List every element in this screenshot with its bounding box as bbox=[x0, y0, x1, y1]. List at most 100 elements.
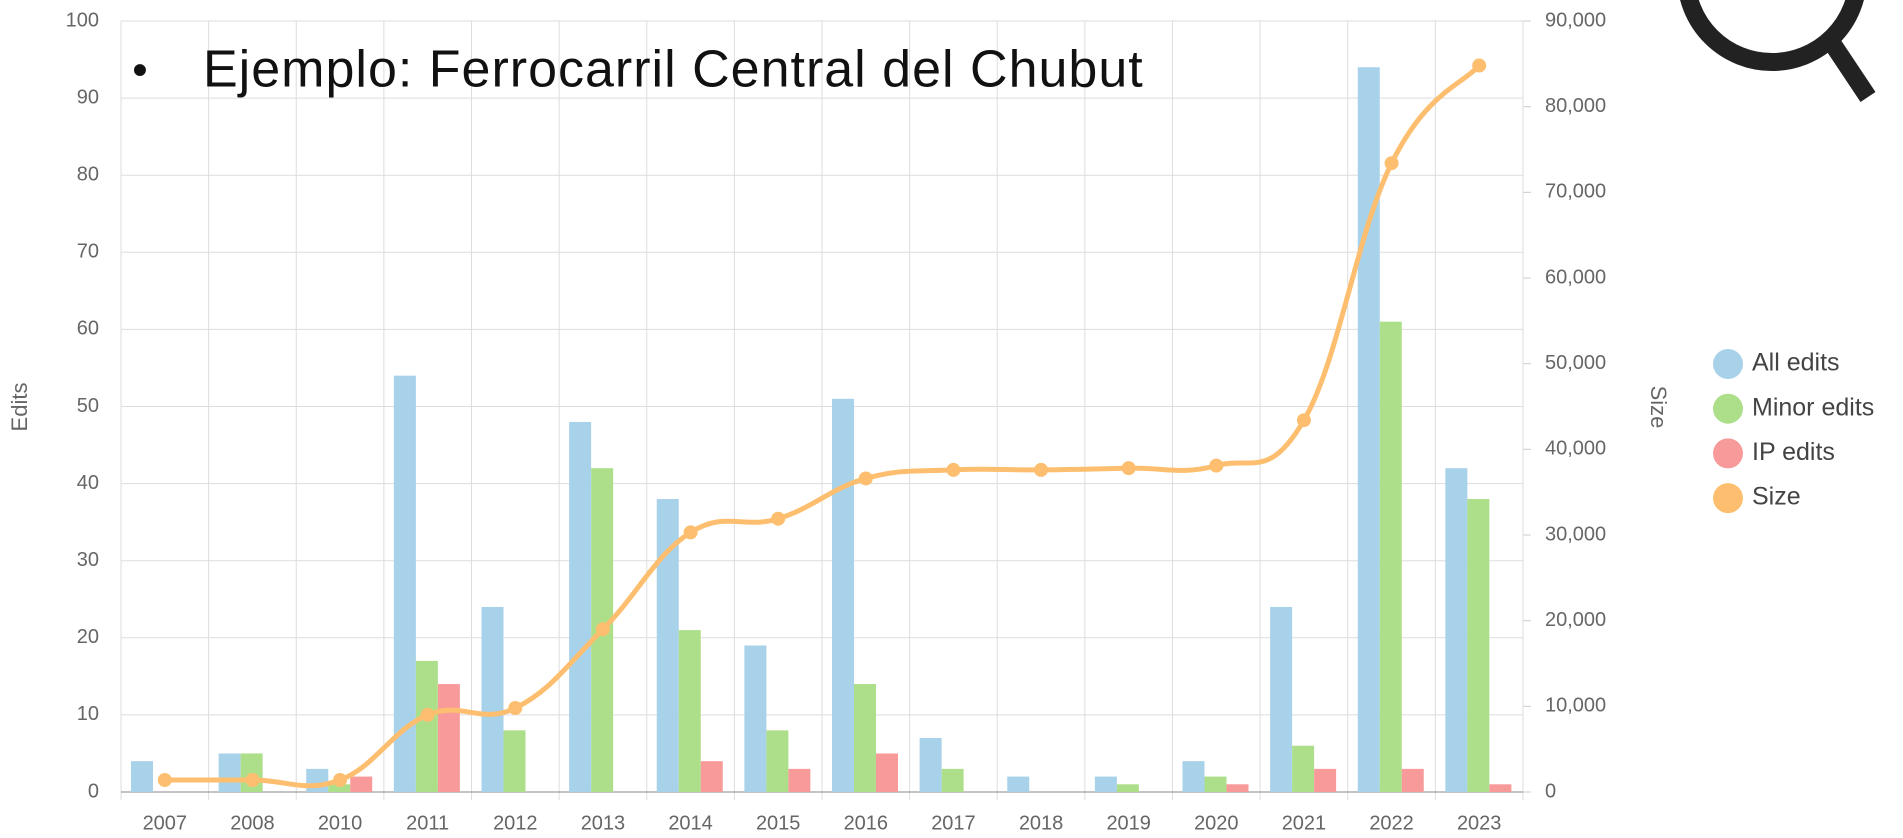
y2-tick-label: 80,000 bbox=[1545, 95, 1606, 117]
legend-label: Minor edits bbox=[1752, 393, 1874, 421]
y-tick-label: 50 bbox=[77, 395, 99, 417]
y2-tick-label: 10,000 bbox=[1545, 695, 1606, 717]
y-tick-label: 20 bbox=[77, 626, 99, 648]
size-point bbox=[1034, 462, 1049, 477]
bar bbox=[1116, 784, 1139, 792]
x-tick-label: 2020 bbox=[1194, 812, 1239, 834]
bar bbox=[350, 776, 373, 792]
y-tick-label: 100 bbox=[66, 9, 99, 31]
bar bbox=[1226, 784, 1249, 792]
x-tick-label: 2012 bbox=[493, 812, 538, 834]
bar bbox=[1357, 67, 1380, 792]
bar bbox=[437, 684, 460, 792]
bar bbox=[481, 606, 504, 792]
magnifier-handle bbox=[1822, 35, 1876, 102]
size-point bbox=[1121, 461, 1136, 476]
x-tick-label: 2018 bbox=[1019, 812, 1064, 834]
x-tick-label: 2019 bbox=[1106, 812, 1151, 834]
bar bbox=[306, 768, 329, 792]
x-tick-label: 2007 bbox=[143, 812, 188, 834]
bar bbox=[656, 499, 679, 792]
bar bbox=[1445, 468, 1468, 792]
size-point bbox=[1209, 458, 1224, 473]
legend-label: All edits bbox=[1752, 349, 1840, 377]
bar bbox=[1489, 784, 1512, 792]
legend-label: Size bbox=[1752, 483, 1801, 511]
bar bbox=[876, 753, 898, 792]
size-point bbox=[1384, 156, 1399, 171]
bar bbox=[788, 768, 811, 792]
y2-tick-label: 50,000 bbox=[1545, 352, 1606, 374]
y-tick-label: 70 bbox=[77, 241, 99, 263]
bar bbox=[328, 784, 351, 792]
x-tick-label: 2013 bbox=[581, 812, 626, 834]
x-tick-label: 2010 bbox=[318, 812, 363, 834]
y-tick-label: 90 bbox=[77, 86, 99, 108]
x-tick-label: 2022 bbox=[1369, 812, 1414, 834]
size-point bbox=[683, 525, 698, 540]
bar bbox=[1314, 768, 1337, 792]
size-point bbox=[157, 773, 172, 788]
bar bbox=[1401, 768, 1424, 792]
x-tick-label: 2017 bbox=[931, 812, 976, 834]
size-point bbox=[858, 471, 873, 486]
x-tick-label: 2011 bbox=[406, 812, 449, 834]
y2-tick-label: 20,000 bbox=[1545, 609, 1606, 631]
bar bbox=[744, 645, 767, 792]
y-tick-label: 40 bbox=[77, 472, 99, 494]
bar bbox=[1379, 321, 1402, 792]
legend-swatch bbox=[1713, 483, 1743, 514]
y-tick-label: 0 bbox=[88, 780, 99, 802]
x-tick-label: 2016 bbox=[844, 812, 889, 834]
bar bbox=[766, 730, 789, 792]
legend-swatch bbox=[1713, 349, 1743, 379]
bar bbox=[1467, 499, 1490, 792]
heading: Ejemplo: Ferrocarril Central del Chubut bbox=[203, 41, 1144, 99]
y-tick-label: 60 bbox=[77, 318, 99, 340]
bullet: • bbox=[132, 46, 147, 95]
bar bbox=[131, 761, 153, 792]
bar bbox=[1182, 761, 1205, 792]
bar bbox=[832, 398, 854, 792]
size-point bbox=[946, 462, 961, 477]
y-tick-label: 10 bbox=[77, 703, 99, 725]
size-point bbox=[420, 707, 435, 722]
bar bbox=[941, 768, 964, 792]
size-point bbox=[1472, 58, 1487, 73]
x-tick-label: 2015 bbox=[756, 812, 801, 834]
size-point bbox=[245, 773, 260, 788]
y2-tick-label: 0 bbox=[1545, 780, 1556, 802]
bar bbox=[1204, 776, 1227, 792]
bar bbox=[415, 660, 438, 792]
bar bbox=[1270, 606, 1293, 792]
x-tick-label: 2023 bbox=[1457, 812, 1502, 834]
y-axis-label: Edits bbox=[7, 383, 32, 432]
size-point bbox=[1296, 413, 1311, 428]
bar bbox=[393, 375, 416, 792]
legend-swatch bbox=[1713, 393, 1743, 424]
bar bbox=[1094, 776, 1117, 792]
y2-axis-label: Size bbox=[1646, 386, 1671, 429]
bar bbox=[569, 421, 592, 792]
bar bbox=[503, 730, 526, 792]
bar bbox=[1292, 745, 1315, 792]
size-point bbox=[508, 701, 523, 716]
bar bbox=[678, 630, 701, 792]
x-tick-label: 2008 bbox=[230, 812, 275, 834]
y2-tick-label: 30,000 bbox=[1545, 523, 1606, 545]
x-tick-label: 2021 bbox=[1282, 812, 1327, 834]
size-point bbox=[595, 622, 610, 637]
size-point bbox=[771, 511, 786, 526]
y2-tick-label: 70,000 bbox=[1545, 181, 1606, 203]
x-tick-label: 2014 bbox=[668, 812, 713, 834]
bar bbox=[854, 684, 876, 792]
bar bbox=[218, 753, 241, 792]
magnifier-icon bbox=[1680, 0, 1864, 71]
size-point bbox=[333, 773, 348, 788]
y2-tick-label: 60,000 bbox=[1545, 266, 1606, 288]
y2-tick-label: 40,000 bbox=[1545, 438, 1606, 460]
legend-swatch bbox=[1713, 438, 1743, 469]
bar bbox=[1007, 776, 1030, 792]
bar bbox=[700, 761, 723, 792]
